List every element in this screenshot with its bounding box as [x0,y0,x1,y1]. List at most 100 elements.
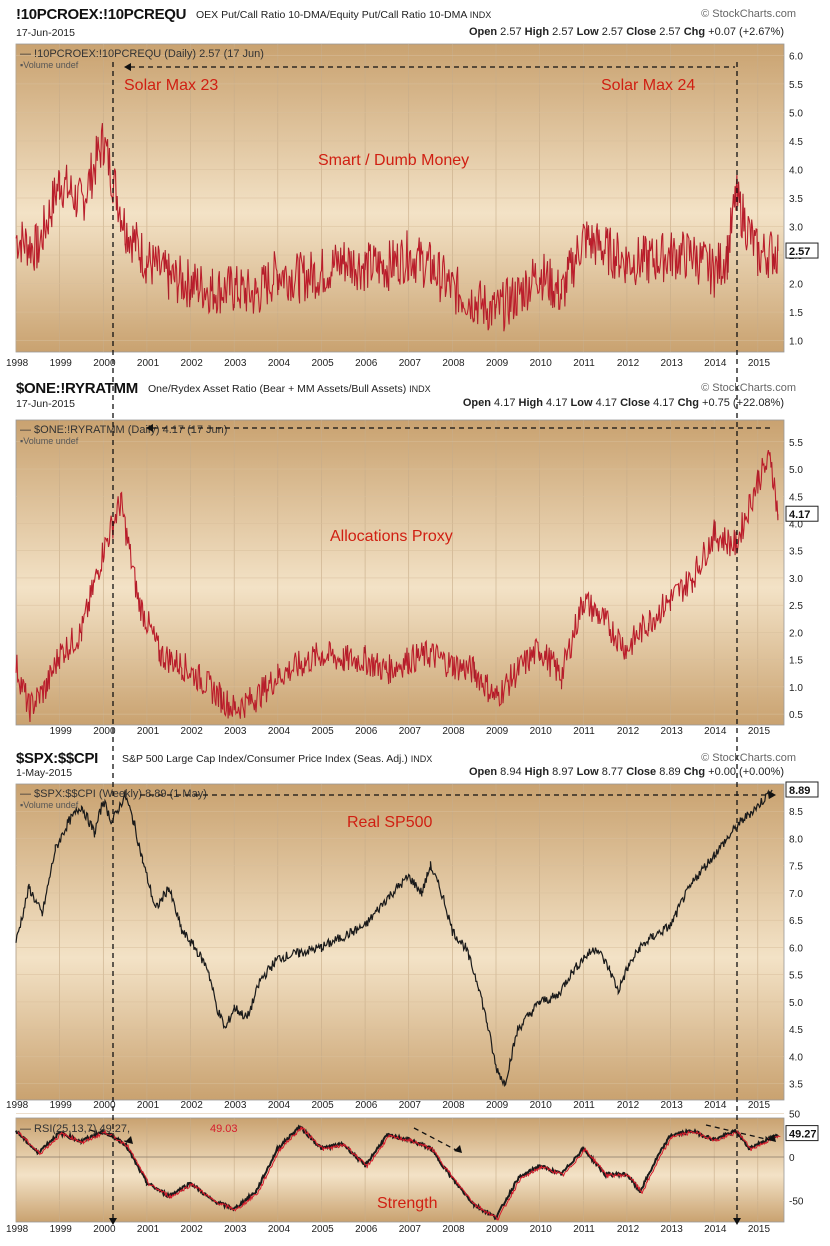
panel2-description: One/Rydex Asset Ratio (Bear + MM Assets/… [148,383,431,395]
x-tick-label: 2007 [399,358,422,369]
panel1-header: !10PCROEX:!10PCREQU OEX Put/Call Ratio 1… [0,0,830,46]
y-tick-label: 3.0 [789,223,803,234]
panel2-header: $ONE:!RYRATMM One/Rydex Asset Ratio (Bea… [0,374,830,420]
annotation-allocations-proxy: Allocations Proxy [330,528,453,545]
panel1-left-arrow [124,63,131,71]
x-tick-label: 2012 [617,1224,640,1235]
x-tick-label: 2015 [748,1100,771,1111]
panel3-header: $SPX:$$CPI S&P 500 Large Cap Index/Consu… [0,744,830,784]
x-tick-label: 2012 [617,1100,640,1111]
x-tick-label: 2002 [181,1100,204,1111]
rsi-arrow-3 [768,1134,776,1142]
x-tick-label: 2003 [224,1100,247,1111]
x-tick-label: 1999 [50,1100,73,1111]
x-tick-label: 2006 [355,726,378,737]
rsi-legend-second: 49.03 [210,1123,238,1135]
x-tick-label: 2014 [704,358,727,369]
y-tick-label: 4.5 [789,492,803,503]
x-tick-label: 1999 [50,358,73,369]
panel3-ohlc: Open 8.94 High 8.97 Low 8.77 Close 8.89 … [468,766,784,778]
panel2-left-arrow [146,424,153,432]
solar-max-24-arrow [733,1218,741,1225]
solar-max-23-arrow [109,1218,117,1225]
y-tick-label: 5.0 [789,108,803,119]
x-tick-label: 2001 [137,726,160,737]
x-tick-label: 2009 [486,726,509,737]
plot-area-4 [15,1117,785,1223]
panel-legend-1: — !10PCROEX:!10PCREQU (Daily) 2.57 (17 J… [20,48,264,60]
x-tick-label: 2008 [442,726,465,737]
rsi-divergence-2 [413,1127,457,1151]
volume-label-3: ▪Volume undef [20,800,79,810]
y-tick-label: 4.0 [789,165,803,176]
rsi-arrow-2 [454,1145,462,1153]
x-tick-label: 2000 [93,1100,116,1111]
x-tick-label: 2006 [355,1224,378,1235]
plot-area-3 [15,783,785,1101]
x-tick-label: 2003 [224,358,247,369]
x-tick-label: 2004 [268,358,291,369]
panel2-symbol: $ONE:!RYRATMM [16,380,138,397]
x-tick-label: 2001 [137,1100,160,1111]
y-tick-label: 1.0 [789,337,803,348]
x-tick-label: 2001 [137,358,160,369]
y-tick-label: 8.0 [789,834,803,845]
x-tick-label: 2005 [311,1224,334,1235]
chart-panel-1: 1998 1999 2000 2001 2002 2003 2004 2005 2006 2007… [6,43,819,369]
x-tick-label: 2000 [93,358,116,369]
rsi-divergence-1 [89,1129,129,1143]
x-tick-label: 2002 [181,1224,204,1235]
x-tick-label: 2010 [530,726,553,737]
x-tick-label: 2007 [399,1100,422,1111]
panel1-symbol: !10PCROEX:!10PCREQU [16,6,187,23]
x-tick-label: 2014 [704,726,727,737]
x-tick-label: 2005 [311,726,334,737]
chart-panel-2: 1999 2000 2001 2002 2003 2004 2005 2006 2007 2008… [15,419,819,737]
x-tick-label: 2014 [704,1100,727,1111]
x-tick-label: 2013 [661,1224,684,1235]
y-tick-label: 5.0 [789,998,803,1009]
x-tick-label: 2001 [137,1224,160,1235]
panel3-description: S&P 500 Large Cap Index/Consumer Price I… [122,753,433,765]
annotation-real-sp500: Real SP500 [347,814,432,831]
x-tick-label: 1998 [6,1100,29,1111]
y-tick-label: 3.0 [789,574,803,585]
x-tick-label: 2014 [704,1224,727,1235]
x-tick-label: 2006 [355,1100,378,1111]
x-tick-label: 2004 [268,1100,291,1111]
x-tick-label: 2008 [442,1100,465,1111]
x-tick-label: 2002 [181,358,204,369]
panel2-ohlc: Open 4.17 High 4.17 Low 4.17 Close 4.17 … [462,397,784,409]
rsi-signal-line [17,1126,781,1221]
y-tick-label: 3.5 [789,194,803,205]
annotation-solar-max-23: Solar Max 23 [124,77,218,94]
x-tick-label: 2004 [268,726,291,737]
last-value-box-4 [785,1125,819,1142]
y-tick-label: 6.0 [789,943,803,954]
x-tick-label: 1998 [6,358,29,369]
last-value-label-1: 2.57 [789,246,810,258]
x-tick-label: 2010 [530,1100,553,1111]
y-tick-label: 4.0 [789,1052,803,1063]
y-tick-label: 6.5 [789,916,803,927]
x-tick-label: 2015 [748,1224,771,1235]
panel-legend-2: — $ONE:!RYRATMM (Daily) 4.17 (17 Jun) [20,424,227,436]
panel3-right-arrow [769,791,776,799]
x-tick-label: 2009 [486,358,509,369]
y-tick-label: 1.5 [789,656,803,667]
x-tick-label: 2011 [573,726,595,737]
last-value-box-2 [785,505,819,522]
y-tick-label: 0.5 [789,710,803,721]
x-tick-label: 2013 [661,358,684,369]
y-tick-label: 7.5 [789,862,803,873]
x-tick-label: 2008 [442,1224,465,1235]
last-value-box-1 [785,242,819,259]
panel1-description: OEX Put/Call Ratio 10-DMA/Equity Put/Cal… [196,9,492,21]
x-tick-label: 1998 [6,1224,29,1235]
chart-panel-3: 1998 1999 2000 2001 2002 2003 2004 2005 2006 2007… [6,781,819,1111]
x-tick-label: 2009 [486,1100,509,1111]
x-tick-label: 2005 [311,1100,334,1111]
x-tick-label: 2010 [530,358,553,369]
y-tick-label: 0 [789,1153,795,1164]
